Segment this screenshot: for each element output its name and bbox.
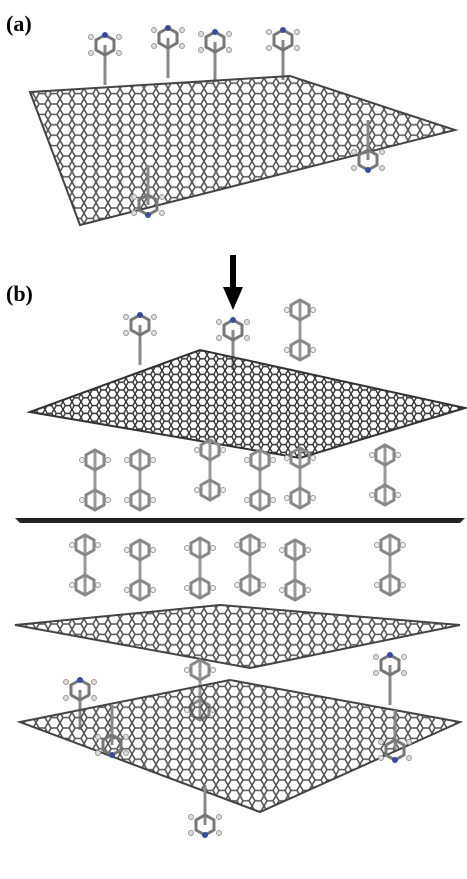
graphene-sheet (30, 350, 465, 458)
panel-label: (b) (6, 281, 33, 306)
figure: (a) (b) (0, 0, 467, 879)
graphene-sheet (30, 76, 455, 225)
molecule-group (80, 440, 401, 510)
page: (a) (b) (() => { const d (0, 0, 467, 879)
graphene-sheet (15, 518, 465, 523)
graphene-sheet (15, 605, 460, 668)
molecule-group (70, 535, 406, 600)
panel-label: (a) (6, 11, 32, 36)
arrow (223, 255, 243, 310)
molecule-group (89, 25, 300, 85)
